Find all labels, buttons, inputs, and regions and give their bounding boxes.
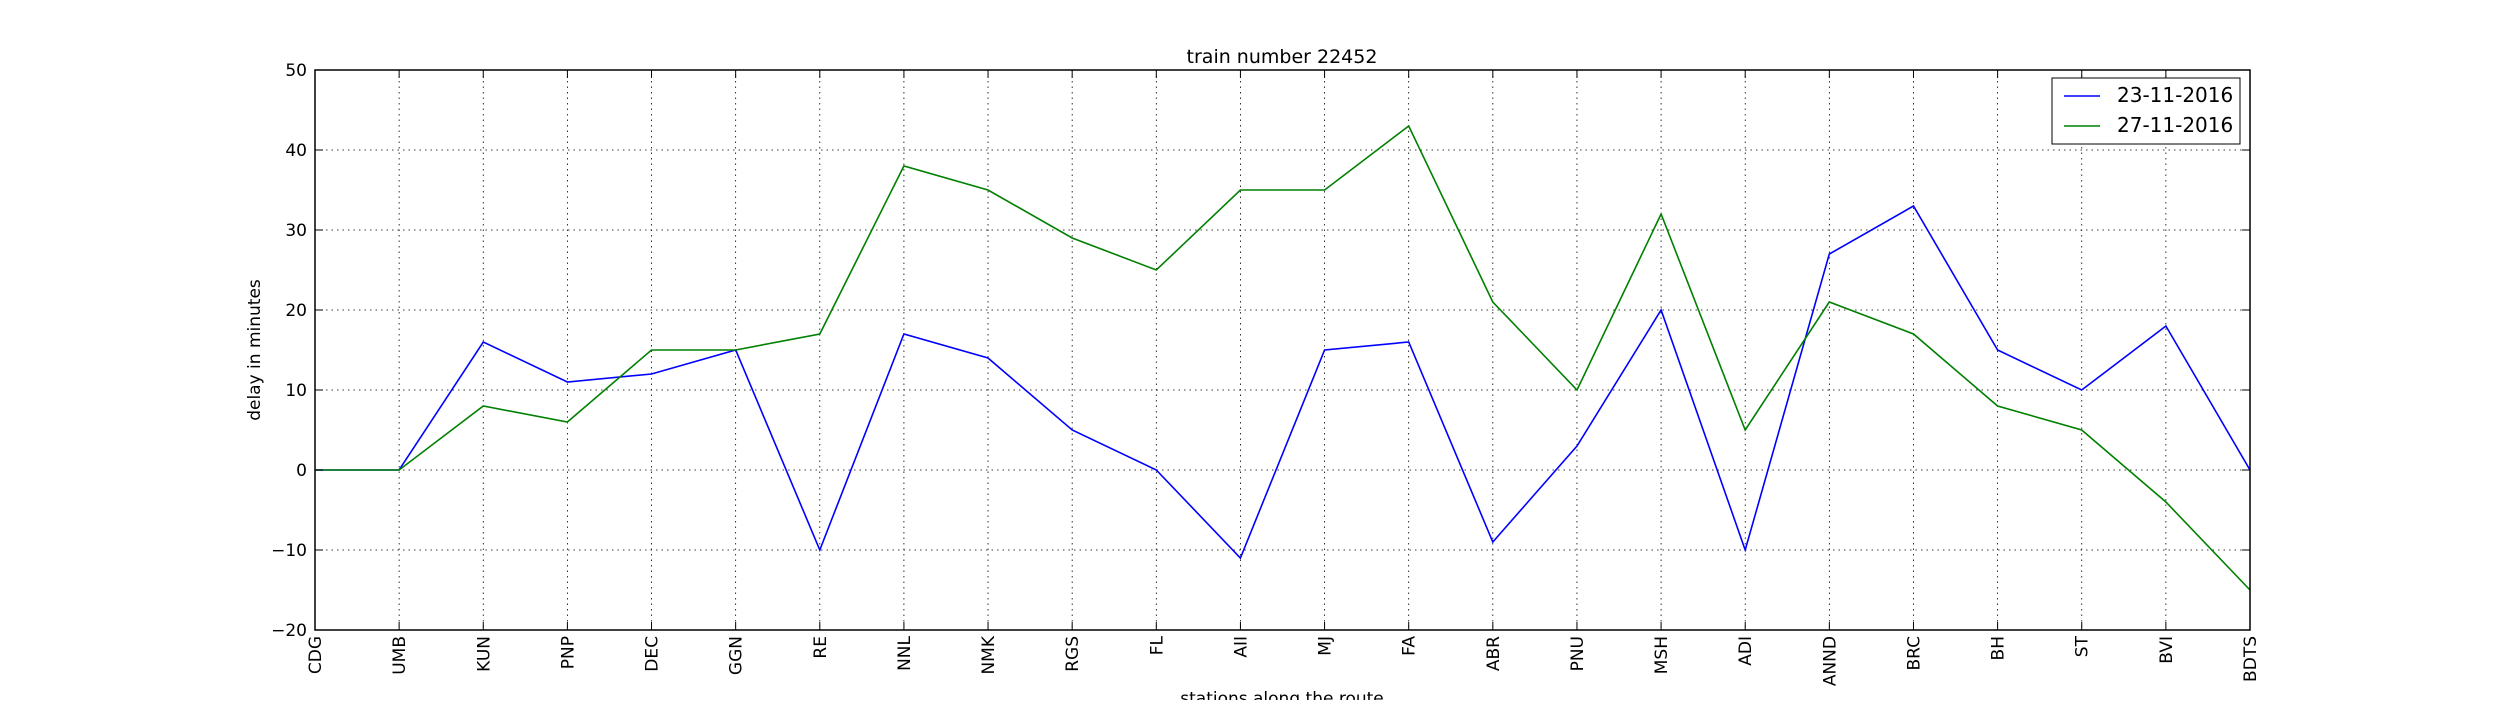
x-tick-label: GGN [727,636,747,675]
x-tick-label: UMB [390,636,410,675]
x-tick-label: BDTS [2241,636,2261,682]
grid-lines [314,69,2251,631]
y-tick-label: 10 [285,381,307,401]
x-tick-label: ADI [1736,636,1756,666]
y-axis-label: delay in minutes [245,279,265,421]
y-tick-label: 0 [296,461,307,481]
y-tick-label: 40 [285,141,307,161]
x-tick-label: RGS [1063,636,1083,672]
series-line-23-11-2016 [315,204,2251,560]
legend: 23-11-2016 27-11-2016 [2051,77,2241,145]
x-tick-label: RE [811,636,831,659]
x-tick-label: BH [1989,636,2009,660]
legend-box [2051,77,2241,145]
series-lines [315,124,2251,591]
y-tick-label: 50 [285,61,307,81]
x-tick-label: FL [1147,635,1167,655]
chart-title: train number 22452 [1187,46,1378,68]
x-tick-label: ST [2073,635,2093,657]
x-tick-label: FA [1400,636,1420,656]
x-tick-label: NMK [979,635,999,674]
x-axis-label: stations along the route [1180,689,1384,700]
x-tick-label: MSH [1652,636,1672,674]
y-tick-label: 30 [285,221,307,241]
x-tick-label: NNL [895,635,915,670]
x-tick-label: PNP [558,636,578,669]
x-tick-label: DEC [643,636,663,672]
y-tick-label: −20 [271,621,307,641]
x-tick-label: PNU [1568,636,1588,671]
x-tick-label: BVI [2157,636,2177,664]
y-tick-label: 20 [285,301,307,321]
x-tick-label: KUN [474,636,494,672]
x-tick-label: BRC [1904,636,1924,671]
legend-label-27-11-2016: 27-11-2016 [2117,113,2233,137]
x-tick-label: CDG [306,636,326,674]
series-line-27-11-2016 [315,124,2251,591]
legend-label-23-11-2016: 23-11-2016 [2117,83,2233,107]
x-tick-label: ANND [1820,636,1840,686]
x-tick-label: ABR [1484,636,1504,671]
y-tick-label: −10 [271,541,307,561]
x-tick-label: AII [1231,636,1251,658]
x-tick-label: MJ [1316,636,1336,656]
plot-frame [314,69,2251,631]
axis-ticks: CDG UMB KUN PNP DEC GGN RE NNL NMK RGS FL AII MJ FA AB… [271,61,2261,686]
